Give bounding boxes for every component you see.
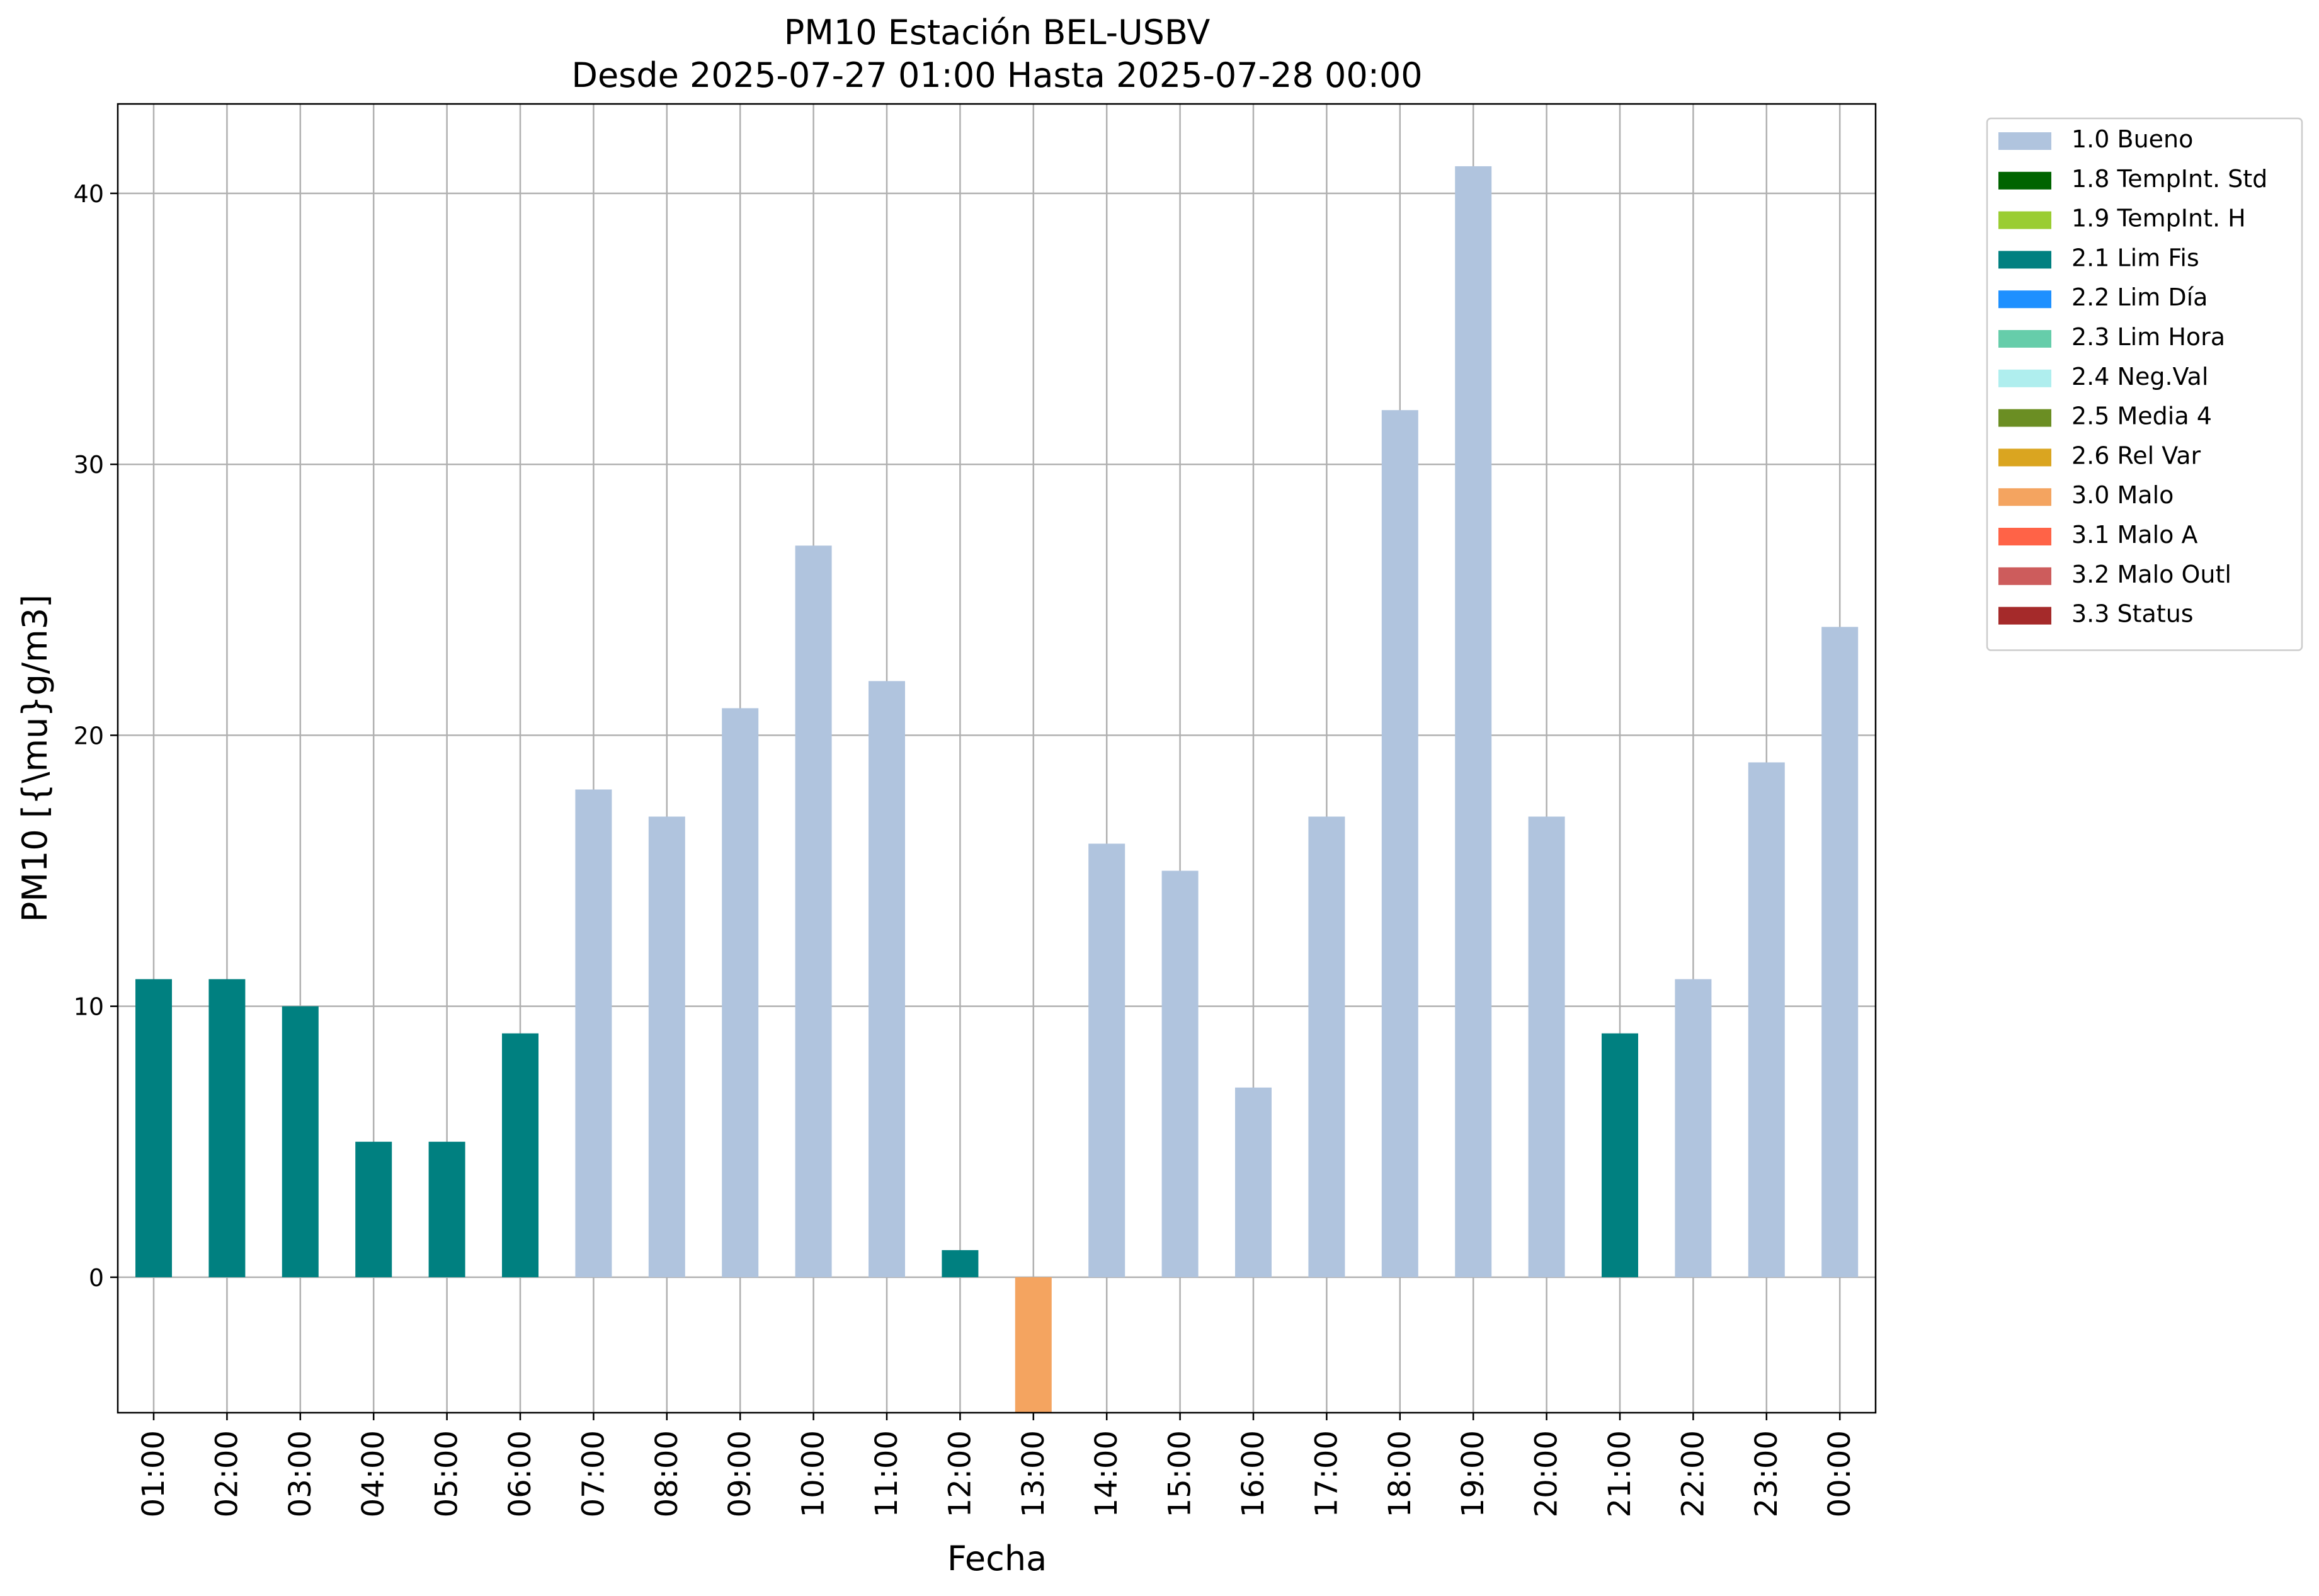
y-tick-label: 20 <box>74 722 104 750</box>
x-tick-label: 07:00 <box>576 1430 611 1517</box>
bar <box>1088 843 1125 1277</box>
y-tick-label: 0 <box>89 1264 104 1292</box>
bar <box>1528 816 1565 1277</box>
legend-label: 2.4 Neg.Val <box>2071 363 2208 390</box>
bar <box>428 1141 465 1277</box>
x-tick-label: 08:00 <box>649 1430 685 1517</box>
bar <box>135 979 172 1277</box>
legend-swatch <box>1998 132 2051 150</box>
x-tick-label: 10:00 <box>796 1430 831 1517</box>
legend-swatch <box>1998 171 2051 190</box>
bar <box>942 1250 979 1277</box>
bar <box>575 789 612 1277</box>
bar <box>648 816 685 1277</box>
x-tick-label: 22:00 <box>1675 1430 1711 1517</box>
x-axis: 01:00 02:00 03:00 04:00 05:00 06:00 07:00 08:00… <box>136 1413 1857 1517</box>
x-tick-label: 09:00 <box>722 1430 758 1517</box>
bar <box>502 1033 538 1277</box>
x-tick-label: 21:00 <box>1602 1430 1638 1517</box>
bar <box>722 708 759 1277</box>
y-axis-label: PM10 [{\mu}g/m3] <box>15 595 55 922</box>
bar <box>1161 870 1199 1277</box>
legend-label: 2.2 Lim Día <box>2071 283 2208 311</box>
legend-label: 1.8 TempInt. Std <box>2071 165 2267 193</box>
legend-label: 3.3 Status <box>2071 600 2194 628</box>
legend-swatch <box>1998 528 2051 545</box>
bar <box>869 681 905 1277</box>
x-tick-label: 06:00 <box>503 1430 538 1517</box>
legend-label: 2.6 Rel Var <box>2071 442 2201 469</box>
legend-swatch <box>1998 488 2051 506</box>
legend-label: 2.3 Lim Hora <box>2071 323 2225 351</box>
bar <box>1381 410 1418 1277</box>
x-tick-label: 17:00 <box>1309 1430 1344 1517</box>
bar <box>208 979 246 1277</box>
x-tick-label: 23:00 <box>1749 1430 1784 1517</box>
legend: 1.0 Bueno 1.8 TempInt. Std 1.9 TempInt. H 2… <box>1986 117 2303 651</box>
bar <box>1308 816 1345 1277</box>
chart-subtitle: Desde 2025-07-27 01:00 Hasta 2025-07-28 … <box>571 55 1422 95</box>
x-tick-label: 11:00 <box>869 1430 904 1517</box>
y-tick-label: 10 <box>74 993 104 1021</box>
legend-swatch <box>1998 251 2051 269</box>
x-tick-label: 14:00 <box>1089 1430 1124 1517</box>
plot-frame <box>117 103 1877 1414</box>
x-tick-label: 18:00 <box>1382 1430 1418 1517</box>
legend-swatch <box>1998 211 2051 229</box>
legend-label: 3.2 Malo Outl <box>2071 561 2231 588</box>
x-tick-label: 13:00 <box>1016 1430 1051 1517</box>
legend-swatch <box>1998 369 2051 387</box>
legend-label: 3.0 Malo <box>2071 481 2174 509</box>
bar <box>282 1006 319 1277</box>
legend-label: 2.5 Media 4 <box>2071 402 2212 430</box>
bar <box>1821 627 1859 1277</box>
legend-label: 1.9 TempInt. H <box>2071 205 2246 232</box>
x-tick-label: 01:00 <box>136 1430 171 1517</box>
y-tick-label: 30 <box>74 451 104 479</box>
x-tick-label: 15:00 <box>1163 1430 1198 1517</box>
x-tick-label: 03:00 <box>283 1430 318 1517</box>
x-tick-label: 00:00 <box>1822 1430 1857 1517</box>
bars <box>135 166 1859 1413</box>
legend-swatch <box>1998 448 2051 467</box>
chart-title: PM10 Estación BEL-USBV <box>784 13 1211 52</box>
x-tick-label: 19:00 <box>1456 1430 1491 1517</box>
bar <box>1602 1033 1638 1277</box>
legend-box <box>1986 117 2303 651</box>
legend-label: 2.1 Lim Fis <box>2071 244 2199 271</box>
legend-swatch <box>1998 567 2051 585</box>
bar <box>1015 1277 1052 1413</box>
x-tick-label: 16:00 <box>1236 1430 1271 1517</box>
bar <box>1675 979 1712 1277</box>
bar <box>355 1141 392 1277</box>
bar <box>1748 762 1785 1277</box>
legend-swatch <box>1998 330 2051 348</box>
legend-swatch <box>1998 409 2051 427</box>
legend-swatch <box>1998 607 2051 625</box>
x-tick-label: 04:00 <box>356 1430 391 1517</box>
x-tick-label: 02:00 <box>209 1430 244 1517</box>
bar <box>1235 1087 1272 1277</box>
y-tick-label: 40 <box>74 180 104 208</box>
x-tick-label: 12:00 <box>942 1430 977 1517</box>
bar <box>795 545 832 1277</box>
legend-swatch <box>1998 290 2051 309</box>
y-axis: 0 10 20 30 40 <box>74 180 118 1292</box>
legend-label: 3.1 Malo A <box>2071 521 2197 549</box>
x-tick-label: 20:00 <box>1529 1430 1564 1517</box>
legend-label: 1.0 Bueno <box>2071 125 2193 153</box>
bar <box>1455 166 1492 1277</box>
x-tick-label: 05:00 <box>430 1430 465 1517</box>
x-axis-label: Fecha <box>947 1539 1047 1578</box>
